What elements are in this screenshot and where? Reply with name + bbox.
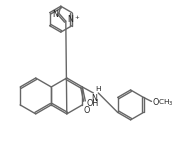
Text: O: O	[83, 106, 90, 115]
Text: OH: OH	[86, 99, 99, 108]
Text: H: H	[95, 86, 101, 92]
Text: N$^+$: N$^+$	[67, 13, 80, 25]
Text: CH$_3$: CH$_3$	[158, 97, 173, 107]
Text: N: N	[91, 94, 97, 103]
Text: N: N	[52, 10, 58, 19]
Text: O: O	[153, 98, 159, 107]
